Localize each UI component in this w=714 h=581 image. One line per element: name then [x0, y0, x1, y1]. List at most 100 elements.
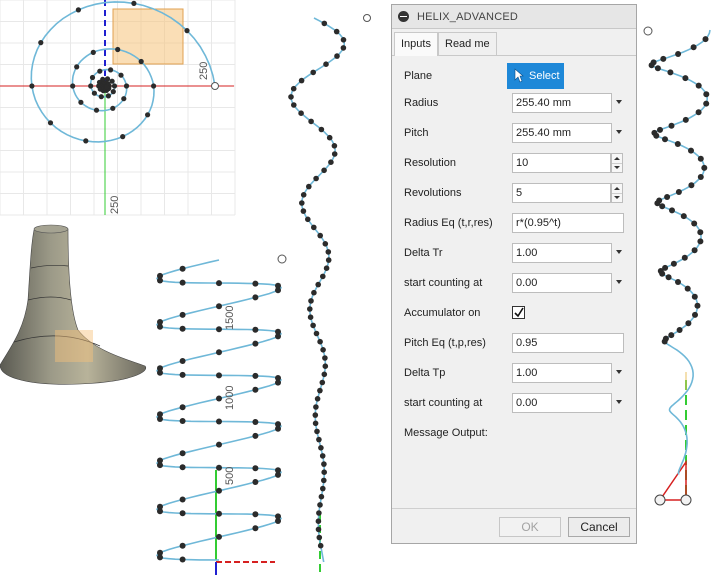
curve-point	[659, 270, 666, 277]
curve-point	[157, 369, 163, 376]
radius-input[interactable]: 255.40 mm	[512, 93, 612, 113]
curve-point	[311, 289, 317, 296]
delta-tp-dropdown-icon[interactable]	[616, 370, 622, 374]
curve-point	[275, 379, 281, 386]
curve-point	[275, 282, 281, 289]
curve-point	[157, 416, 163, 422]
curve-point	[179, 358, 186, 364]
curve-point	[38, 40, 44, 46]
curve-point	[321, 461, 327, 467]
height-label-1000: 1000	[224, 386, 236, 410]
start-tp-input[interactable]: 0.00	[512, 393, 612, 413]
curve-point	[682, 75, 689, 82]
start-tp-label: start counting at	[404, 397, 483, 409]
curve-point	[670, 260, 677, 267]
curve-point	[275, 287, 281, 294]
curve-point	[697, 238, 704, 245]
curve-point	[313, 330, 320, 337]
cancel-button[interactable]: Cancel	[568, 517, 630, 537]
curve-point	[308, 118, 314, 125]
curve-point	[321, 477, 327, 484]
start-tr-input[interactable]: 0.00	[512, 273, 612, 293]
curve-point	[318, 493, 325, 500]
curve-point	[648, 62, 655, 69]
curve-point	[312, 420, 319, 427]
curve-point	[701, 164, 708, 171]
curve-point	[321, 469, 328, 476]
resolution-spinner[interactable]	[611, 153, 623, 173]
delta-tp-input[interactable]: 1.00	[512, 363, 612, 383]
curve-point	[299, 200, 305, 206]
pitch-dropdown-icon[interactable]	[616, 130, 622, 134]
curve-point	[252, 465, 259, 472]
curve-point	[697, 174, 704, 180]
radius-eq-input[interactable]: r*(0.95^t)	[512, 213, 624, 233]
accumulator-checkbox[interactable]	[512, 306, 525, 319]
curve-point	[659, 203, 666, 210]
ok-button[interactable]: OK	[499, 517, 561, 537]
curve-point	[179, 542, 186, 549]
start-tp-dropdown-icon[interactable]	[616, 400, 622, 404]
select-plane-button[interactable]: Select	[507, 63, 564, 89]
spinner-down-icon[interactable]	[614, 166, 620, 169]
curve-point	[179, 556, 186, 563]
curve-point	[697, 155, 704, 162]
curve-point	[331, 151, 338, 157]
plane-row: Plane Select	[404, 63, 628, 89]
end-point	[277, 254, 287, 264]
curve-point	[307, 314, 314, 321]
curve-point	[333, 28, 340, 35]
curve-point	[675, 189, 682, 195]
curve-point	[275, 375, 281, 381]
revolutions-input[interactable]: 5	[512, 183, 611, 203]
horn-solid	[0, 224, 147, 385]
resolution-input[interactable]: 10	[512, 153, 611, 173]
spinner-up-icon[interactable]	[614, 187, 620, 190]
curve-point	[692, 311, 698, 318]
curve-point	[320, 485, 326, 492]
curve-point	[298, 110, 304, 116]
revolutions-spinner[interactable]	[611, 183, 623, 203]
curve-point	[669, 207, 675, 214]
start-tr-row: start counting at 0.00	[404, 273, 628, 295]
curve-point	[179, 311, 186, 318]
curve-point	[703, 91, 710, 98]
collapse-icon[interactable]	[398, 11, 409, 22]
spinner-down-icon[interactable]	[614, 196, 620, 199]
curve-point	[157, 277, 163, 284]
curve-point	[319, 453, 326, 459]
curve-point	[90, 49, 96, 56]
start-point	[363, 14, 371, 22]
curve-point	[275, 425, 281, 432]
curve-point	[97, 68, 103, 74]
curve-point	[252, 432, 259, 439]
curve-point	[319, 379, 326, 386]
curve-point	[321, 371, 328, 378]
curve-point	[275, 328, 281, 335]
curve-point	[108, 67, 114, 73]
start-tr-label: start counting at	[404, 277, 483, 289]
spinner-up-icon[interactable]	[614, 157, 620, 160]
message-row: Message Output:	[404, 423, 628, 445]
tab-inputs[interactable]: Inputs	[394, 32, 438, 56]
start-tr-dropdown-icon[interactable]	[616, 280, 622, 284]
pitch-input[interactable]: 255.40 mm	[512, 123, 612, 143]
curve-point	[275, 333, 281, 340]
curve-point	[157, 411, 163, 418]
helix-points	[643, 26, 710, 345]
curve-point	[316, 436, 322, 443]
cursor-icon	[514, 68, 524, 83]
radius-dropdown-icon[interactable]	[616, 100, 622, 104]
curve-point	[115, 46, 121, 53]
curve-point	[131, 0, 137, 6]
delta-tr-input[interactable]: 1.00	[512, 243, 612, 263]
curve-point	[275, 518, 281, 524]
delta-tr-dropdown-icon[interactable]	[616, 250, 622, 254]
helix-curve	[290, 17, 345, 563]
helix-points	[157, 254, 287, 563]
curve-point	[313, 404, 319, 410]
tab-read-me[interactable]: Read me	[438, 32, 497, 55]
pitch-eq-input[interactable]: 0.95	[512, 333, 624, 353]
curve-point	[668, 332, 675, 339]
